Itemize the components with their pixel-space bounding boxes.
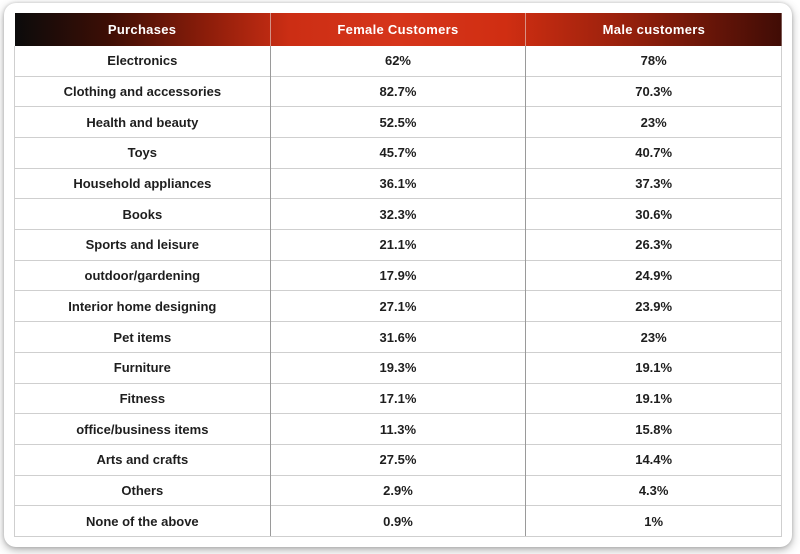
male-value-cell: 23% (525, 321, 782, 353)
category-cell: Health and beauty (14, 106, 271, 138)
column-header-male-customers: Male customers (525, 13, 782, 46)
table-row: Fitness 17.1% 19.1% (14, 382, 782, 414)
female-value-cell: 11.3% (269, 413, 526, 445)
table-row: outdoor/gardening 17.9% 24.9% (14, 259, 782, 291)
male-value-cell: 4.3% (525, 474, 782, 506)
table-row: None of the above 0.9% 1% (14, 505, 782, 537)
male-value-cell: 19.1% (525, 351, 782, 384)
table-row: Household appliances 36.1% 37.3% (14, 167, 782, 199)
category-cell: None of the above (14, 505, 271, 537)
male-value-cell: 26.3% (525, 229, 782, 261)
female-value-cell: 32.3% (269, 198, 526, 230)
female-value-cell: 82.7% (269, 75, 526, 107)
female-value-cell: 17.1% (269, 382, 526, 414)
table-row: Interior home designing 27.1% 23.9% (14, 290, 782, 322)
female-value-cell: 27.1% (269, 290, 526, 322)
male-value-cell: 23.9% (525, 290, 782, 322)
column-header-purchases: Purchases (107, 22, 177, 37)
male-value-cell: 23% (525, 106, 782, 138)
purchases-table: Purchases Female Customers Male customer… (14, 13, 782, 537)
table-body: Electronics 62% 78% Clothing and accessorie… (14, 46, 782, 537)
category-cell: Household appliances (14, 167, 271, 199)
table-row: Electronics 62% 78% (14, 46, 782, 77)
column-header-female-customers: Female Customers (269, 13, 526, 46)
category-cell: office/business items (14, 413, 271, 445)
category-cell: Sports and leisure (14, 229, 271, 261)
male-value-cell: 19.1% (525, 382, 782, 414)
male-value-cell: 70.3% (525, 75, 782, 107)
female-value-cell: 19.3% (269, 351, 526, 384)
category-cell: Fitness (14, 382, 271, 414)
female-value-cell: 31.6% (269, 321, 526, 353)
male-value-cell: 15.8% (525, 413, 782, 445)
male-value-cell: 40.7% (525, 137, 782, 169)
female-value-cell: 21.1% (269, 229, 526, 261)
male-value-cell: 24.9% (525, 259, 782, 291)
table-header: Purchases Female Customers Male customer… (14, 13, 782, 46)
category-cell: Pet items (14, 321, 271, 353)
table-row: Books 32.3% 30.6% (14, 198, 782, 230)
female-value-cell: 27.5% (269, 443, 526, 476)
table-row: office/business items 11.3% 15.8% (14, 413, 782, 445)
category-cell: Others (14, 474, 271, 506)
male-value-cell: 30.6% (525, 198, 782, 230)
female-value-cell: 45.7% (269, 137, 526, 169)
table-row: Health and beauty 52.5% 23% (14, 106, 782, 138)
table-row: Toys 45.7% 40.7% (14, 137, 782, 169)
female-value-cell: 2.9% (269, 474, 526, 506)
category-cell: Interior home designing (14, 290, 271, 322)
female-value-cell: 36.1% (269, 167, 526, 199)
female-value-cell: 62% (269, 46, 526, 77)
male-value-cell: 78% (525, 46, 782, 77)
category-cell: outdoor/gardening (14, 259, 271, 291)
category-cell: Clothing and accessories (14, 75, 271, 107)
category-cell: Books (14, 198, 271, 230)
category-cell: Arts and crafts (14, 443, 271, 476)
female-value-cell: 0.9% (269, 505, 526, 537)
table-row: Arts and crafts 27.5% 14.4% (14, 443, 782, 476)
header-row: Purchases Female Customers Male customer… (14, 13, 782, 46)
category-cell: Toys (14, 137, 271, 169)
category-cell: Furniture (14, 351, 271, 384)
table-row: Pet items 31.6% 23% (14, 321, 782, 353)
table-card: Purchases Female Customers Male customer… (4, 3, 792, 547)
female-value-cell: 52.5% (269, 106, 526, 138)
table-row: Clothing and accessories 82.7% 70.3% (14, 75, 782, 107)
male-value-cell: 37.3% (525, 167, 782, 199)
male-value-cell: 14.4% (525, 443, 782, 476)
male-value-cell: 1% (525, 505, 782, 537)
table-row: Furniture 19.3% 19.1% (14, 351, 782, 384)
table-row: Others 2.9% 4.3% (14, 474, 782, 506)
table-row: Sports and leisure 21.1% 26.3% (14, 229, 782, 261)
category-cell: Electronics (14, 46, 271, 77)
female-value-cell: 17.9% (269, 259, 526, 291)
